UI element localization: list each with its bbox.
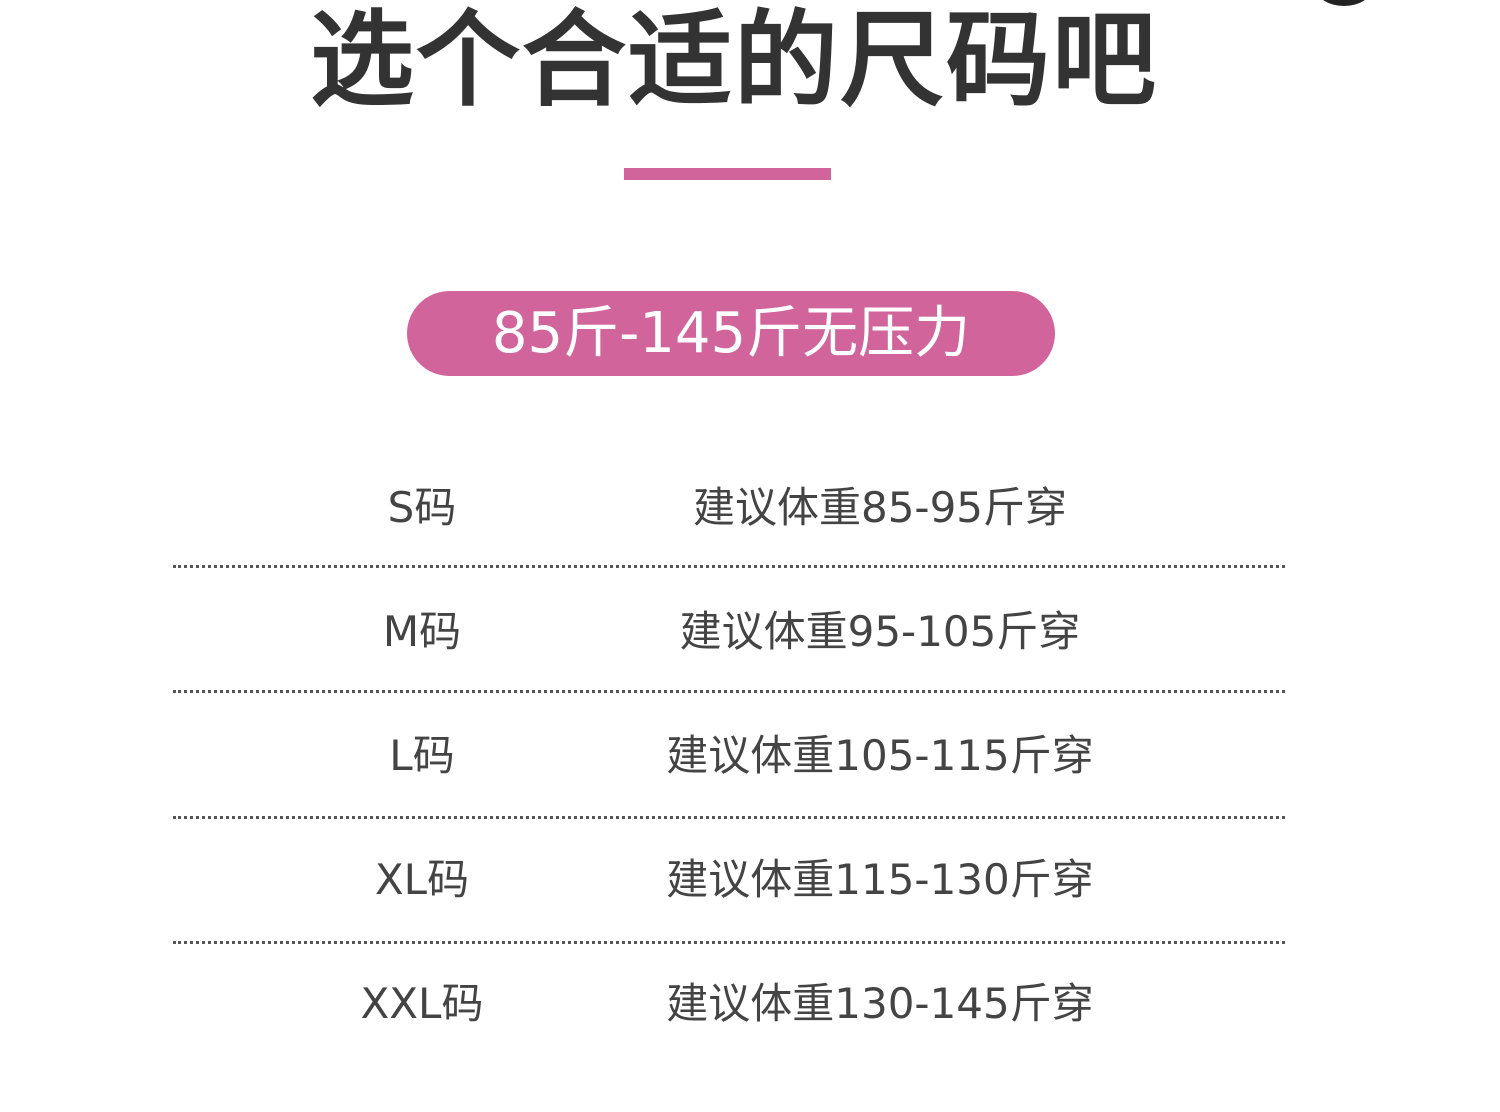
size-label: XXL码 [360, 979, 484, 1028]
size-label: XL码 [374, 855, 470, 904]
row-divider [173, 941, 1285, 944]
size-advice: 建议体重105-115斤穿 [666, 731, 1094, 780]
size-advice: 建议体重115-130斤穿 [666, 855, 1094, 904]
size-row: XXL码 建议体重130-145斤穿 [0, 974, 1500, 1034]
size-row: XL码 建议体重115-130斤穿 [0, 850, 1500, 910]
size-advice: 建议体重85-95斤穿 [692, 483, 1068, 532]
size-row: S码 建议体重85-95斤穿 [0, 478, 1500, 538]
weight-range-badge: 85斤-145斤无压力 [407, 291, 1055, 376]
size-row: L码 建议体重105-115斤穿 [0, 726, 1500, 786]
size-row: M码 建议体重95-105斤穿 [0, 602, 1500, 662]
size-label: L码 [389, 731, 455, 780]
size-label: M码 [382, 607, 462, 656]
title-underline [624, 168, 831, 180]
row-divider [173, 690, 1285, 693]
size-advice: 建议体重130-145斤穿 [666, 979, 1094, 1028]
decorative-shape [1316, 0, 1372, 6]
size-advice: 建议体重95-105斤穿 [679, 607, 1081, 656]
row-divider [173, 565, 1285, 568]
size-label: S码 [387, 483, 457, 532]
row-divider [173, 816, 1285, 819]
page-title: 选个合适的尺码吧 [309, 0, 1158, 121]
